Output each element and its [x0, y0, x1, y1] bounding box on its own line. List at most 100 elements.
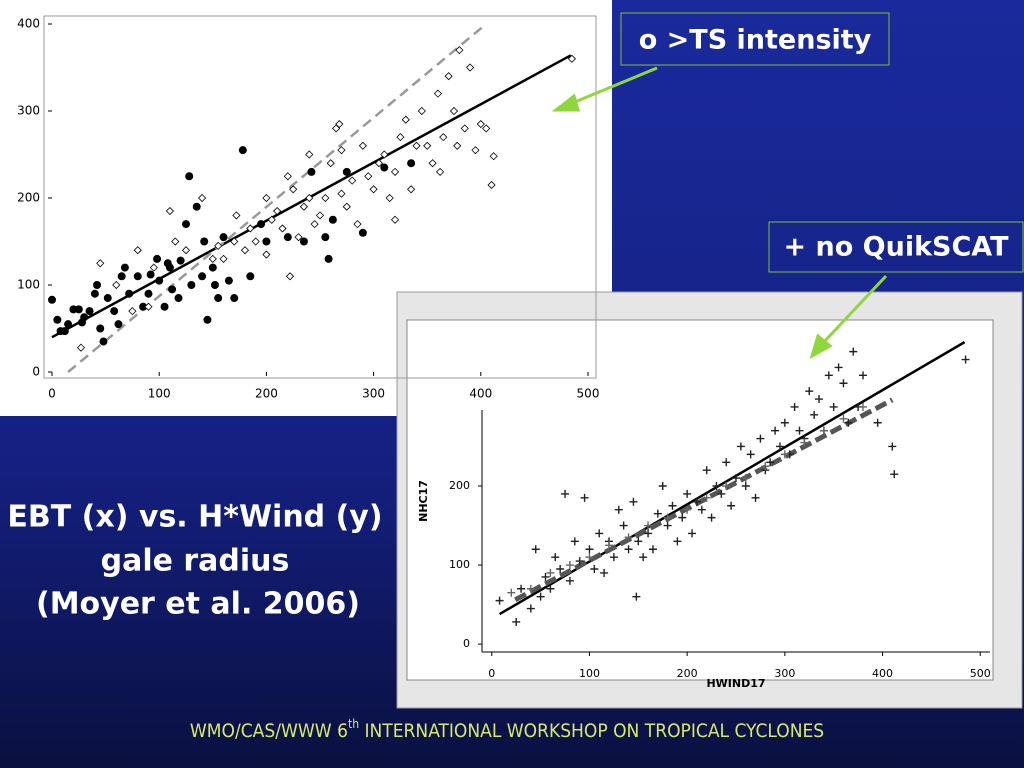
- point: [756, 434, 765, 443]
- point: [128, 307, 137, 316]
- point: [168, 285, 177, 294]
- point: [736, 442, 745, 451]
- point: [517, 584, 526, 593]
- point: [551, 553, 560, 562]
- x-tick-label: 0: [488, 667, 495, 680]
- point: [595, 529, 604, 538]
- point: [238, 146, 247, 155]
- point: [565, 561, 574, 570]
- point: [407, 185, 416, 194]
- point: [160, 302, 169, 311]
- point: [961, 355, 970, 364]
- point: [125, 289, 134, 298]
- point: [103, 294, 112, 303]
- point: [310, 220, 319, 229]
- point: [240, 246, 250, 255]
- point: [187, 281, 196, 289]
- point: [692, 497, 701, 506]
- point: [171, 237, 180, 246]
- point: [390, 167, 400, 176]
- point: [337, 146, 346, 155]
- point: [526, 604, 535, 613]
- point: [219, 233, 228, 242]
- y-tick-label: 200: [17, 191, 40, 205]
- point: [185, 172, 194, 181]
- point: [353, 220, 362, 229]
- point: [267, 215, 276, 224]
- point: [531, 545, 540, 554]
- point: [849, 347, 858, 356]
- y-tick-label: 0: [463, 637, 470, 650]
- point: [839, 379, 848, 388]
- point: [155, 276, 164, 285]
- point: [585, 553, 594, 562]
- point: [580, 493, 589, 502]
- point: [257, 220, 266, 229]
- label: + no QuikSCAT: [783, 232, 1009, 263]
- point: [232, 211, 241, 220]
- point: [890, 470, 899, 479]
- point: [390, 215, 400, 224]
- point: [210, 281, 219, 289]
- footer: WMO/CAS/WWW 6th INTERNATIONAL WORKSHOP O…: [190, 717, 824, 742]
- point: [133, 246, 142, 255]
- point: [575, 557, 584, 566]
- point: [358, 228, 367, 237]
- label: o >TS intensity: [639, 25, 872, 56]
- point: [246, 272, 255, 281]
- point: [358, 141, 367, 150]
- point: [96, 259, 105, 268]
- point: [283, 172, 292, 181]
- point: [326, 159, 335, 168]
- point: [541, 572, 550, 581]
- point: [230, 294, 239, 303]
- x-tick-label: 100: [148, 387, 171, 401]
- point: [487, 180, 496, 190]
- point: [507, 588, 516, 597]
- point: [476, 119, 485, 129]
- point: [810, 410, 819, 419]
- point: [251, 237, 260, 246]
- point: [673, 537, 682, 546]
- point: [385, 193, 394, 203]
- point: [844, 418, 853, 427]
- footer-sup: th: [348, 717, 359, 731]
- heading: gale radius: [101, 544, 290, 579]
- point: [771, 426, 780, 435]
- footer-text: INTERNATIONAL WORKSHOP ON TROPICAL CYCLO…: [359, 720, 824, 742]
- point: [471, 146, 480, 155]
- point: [453, 141, 462, 150]
- point: [702, 493, 711, 502]
- point: [428, 159, 437, 168]
- point: [230, 237, 239, 246]
- point: [305, 150, 314, 159]
- point: [824, 371, 833, 380]
- point: [273, 206, 282, 216]
- point: [299, 202, 308, 211]
- point: [449, 106, 459, 116]
- point: [722, 458, 731, 467]
- x-tick-label: 100: [579, 667, 600, 680]
- point: [746, 450, 755, 459]
- fit-line: [514, 397, 894, 603]
- x-tick-label: 400: [469, 387, 492, 401]
- point: [153, 254, 162, 263]
- point: [246, 224, 255, 233]
- point: [417, 106, 426, 116]
- x-tick-label: 0: [48, 387, 56, 401]
- point: [342, 202, 351, 211]
- point: [780, 450, 789, 459]
- point: [324, 254, 333, 263]
- point: [53, 315, 62, 324]
- point: [495, 596, 504, 605]
- label-box: [768, 221, 1024, 273]
- point: [348, 176, 357, 185]
- point: [198, 193, 207, 203]
- point: [732, 474, 740, 483]
- point: [224, 276, 233, 285]
- chart: 0 100 200 300 400 500 0 100 200 300 400: [17, 15, 599, 401]
- point: [834, 363, 843, 372]
- point: [439, 133, 448, 142]
- point: [653, 509, 662, 518]
